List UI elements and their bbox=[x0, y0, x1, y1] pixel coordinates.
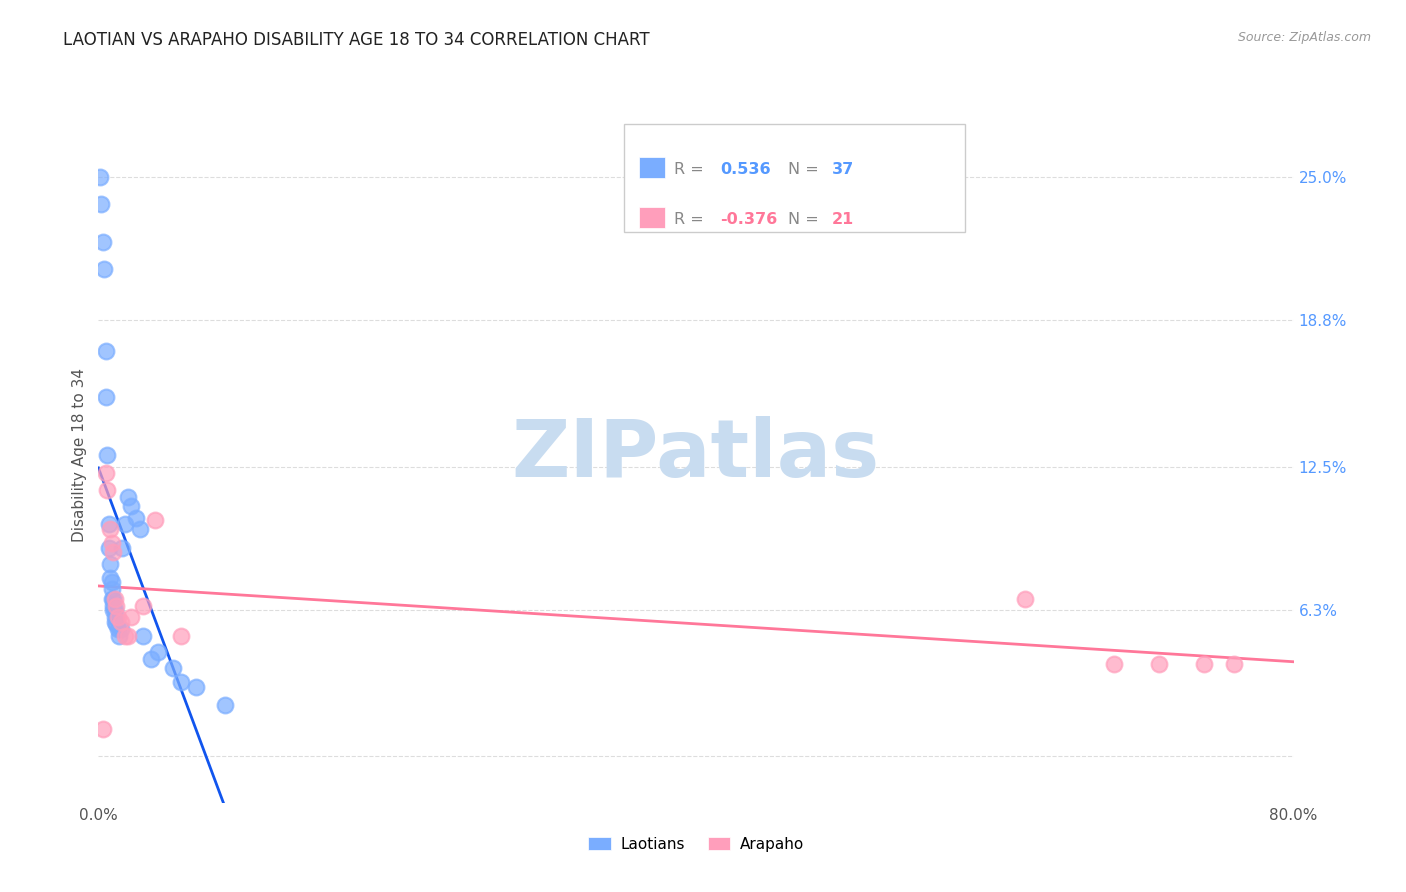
Point bbox=[103, 603, 125, 617]
Point bbox=[104, 610, 127, 624]
Point bbox=[103, 599, 125, 613]
Point bbox=[1147, 657, 1170, 671]
FancyBboxPatch shape bbox=[638, 157, 665, 178]
Point bbox=[103, 591, 125, 606]
Point bbox=[97, 541, 120, 555]
Point bbox=[1223, 657, 1246, 671]
Text: ZIPatlas: ZIPatlas bbox=[512, 416, 880, 494]
Point bbox=[169, 629, 191, 643]
Point bbox=[96, 483, 118, 497]
FancyBboxPatch shape bbox=[624, 124, 965, 232]
Text: R =: R = bbox=[675, 211, 710, 227]
Point bbox=[90, 197, 112, 211]
Point bbox=[108, 629, 131, 643]
Point bbox=[103, 545, 125, 559]
Point bbox=[148, 645, 170, 659]
Point bbox=[101, 575, 124, 590]
Text: 0.536: 0.536 bbox=[720, 162, 770, 178]
Point bbox=[132, 599, 155, 613]
Point bbox=[104, 591, 127, 606]
Point bbox=[89, 169, 111, 184]
Point bbox=[120, 610, 142, 624]
FancyBboxPatch shape bbox=[638, 207, 665, 227]
Legend: Laotians, Arapaho: Laotians, Arapaho bbox=[582, 830, 810, 858]
Point bbox=[1014, 591, 1036, 606]
Point bbox=[94, 467, 117, 481]
Point bbox=[91, 722, 114, 736]
Text: LAOTIAN VS ARAPAHO DISABILITY AGE 18 TO 34 CORRELATION CHART: LAOTIAN VS ARAPAHO DISABILITY AGE 18 TO … bbox=[63, 31, 650, 49]
Point bbox=[94, 390, 117, 404]
Point bbox=[97, 517, 120, 532]
Point bbox=[120, 499, 142, 513]
Point bbox=[139, 652, 162, 666]
Point bbox=[111, 541, 134, 555]
Point bbox=[104, 603, 127, 617]
Point bbox=[184, 680, 207, 694]
Point bbox=[101, 536, 124, 550]
Text: N =: N = bbox=[787, 162, 824, 178]
Point bbox=[91, 235, 114, 249]
Point bbox=[105, 617, 128, 632]
Point bbox=[94, 343, 117, 358]
Point bbox=[117, 629, 139, 643]
Point bbox=[110, 615, 132, 629]
Point bbox=[1192, 657, 1215, 671]
Text: 37: 37 bbox=[832, 162, 855, 178]
Point bbox=[214, 698, 236, 713]
Text: 21: 21 bbox=[832, 211, 855, 227]
Point bbox=[129, 522, 152, 536]
Point bbox=[143, 513, 166, 527]
Point bbox=[114, 629, 136, 643]
Point bbox=[117, 490, 139, 504]
Point bbox=[104, 615, 127, 629]
Point bbox=[125, 510, 148, 524]
Point bbox=[98, 557, 122, 571]
Text: N =: N = bbox=[787, 211, 824, 227]
Point bbox=[110, 622, 132, 636]
Text: -0.376: -0.376 bbox=[720, 211, 778, 227]
Point bbox=[162, 661, 184, 675]
Point bbox=[98, 522, 122, 536]
Y-axis label: Disability Age 18 to 34: Disability Age 18 to 34 bbox=[72, 368, 87, 542]
Point bbox=[114, 517, 136, 532]
Point bbox=[169, 675, 191, 690]
Point bbox=[105, 599, 128, 613]
Point bbox=[101, 582, 124, 597]
Point bbox=[101, 591, 124, 606]
Point bbox=[98, 571, 122, 585]
Point bbox=[96, 448, 118, 462]
Point bbox=[107, 610, 129, 624]
Text: R =: R = bbox=[675, 162, 710, 178]
Point bbox=[93, 262, 115, 277]
Text: Source: ZipAtlas.com: Source: ZipAtlas.com bbox=[1237, 31, 1371, 45]
Point bbox=[1104, 657, 1126, 671]
Point bbox=[107, 622, 129, 636]
Point bbox=[132, 629, 155, 643]
